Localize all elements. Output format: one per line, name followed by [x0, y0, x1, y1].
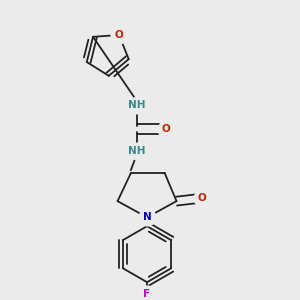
Text: N: N — [143, 212, 152, 222]
Text: O: O — [115, 30, 123, 40]
Text: O: O — [197, 193, 206, 203]
Text: F: F — [143, 289, 151, 299]
Text: NH: NH — [128, 100, 146, 110]
Text: NH: NH — [128, 146, 146, 156]
Text: O: O — [162, 124, 171, 134]
